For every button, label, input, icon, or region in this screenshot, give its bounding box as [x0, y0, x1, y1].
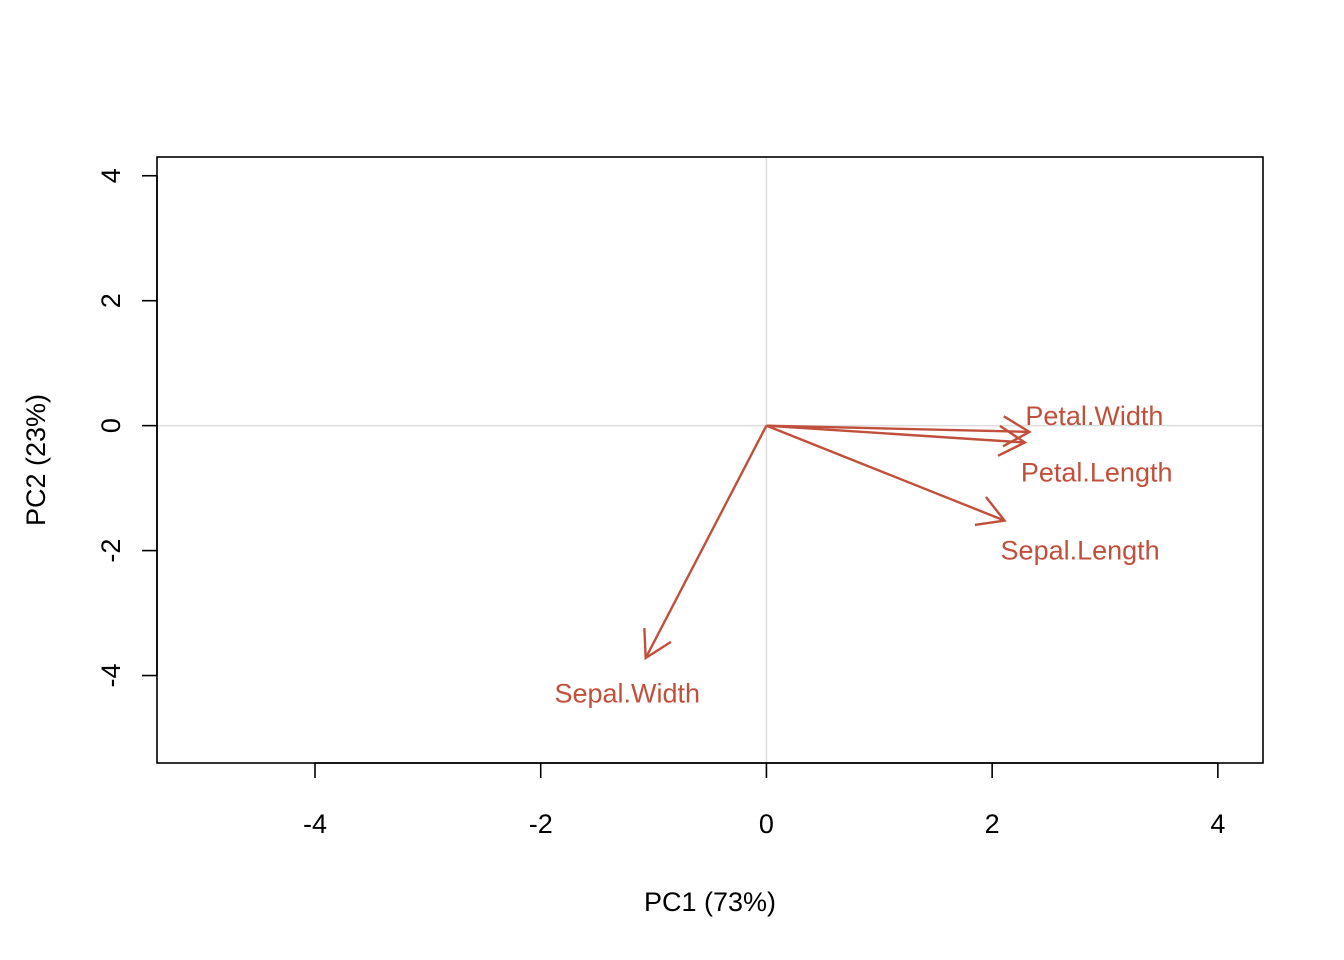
x-axis-title: PC1 (73%): [644, 887, 776, 917]
x-tick-label: 0: [759, 809, 774, 839]
loading-arrow: [643, 425, 768, 661]
y-axis-title: PC2 (23%): [21, 394, 51, 526]
arrow-head: [643, 628, 672, 661]
x-tick-label: -2: [529, 809, 553, 839]
y-tick-label: 4: [96, 168, 126, 183]
loading-arrow: [766, 424, 1028, 457]
x-tick-label: 4: [1210, 809, 1225, 839]
x-tick-label: 2: [985, 809, 1000, 839]
arrow-shaft: [644, 425, 768, 659]
variable-labels: Petal.Width Petal.Length Sepal.Length Sepal…: [554, 401, 1172, 709]
y-tick-label: -2: [96, 539, 126, 563]
arrow-head: [974, 496, 1007, 527]
y-tick-label: -4: [96, 664, 126, 688]
arrow-shaft: [766, 424, 1025, 444]
variable-label: Sepal.Length: [1001, 536, 1160, 566]
arrow-shaft: [765, 424, 1006, 522]
y-tick-label: 2: [96, 293, 126, 308]
loading-arrow: [765, 424, 1007, 527]
variable-label: Petal.Length: [1021, 458, 1173, 488]
arrow-head: [997, 424, 1028, 457]
loading-arrows: [643, 415, 1032, 661]
arrow-shaft: [766, 424, 1030, 434]
x-tick-label: -4: [303, 809, 327, 839]
variable-label: Sepal.Width: [554, 679, 700, 709]
x-axis: -4 -2 0 2 4: [303, 762, 1225, 839]
y-axis: -4 -2 0 2 4: [96, 168, 158, 688]
y-tick-label: 0: [96, 418, 126, 433]
variable-label: Petal.Width: [1025, 401, 1163, 431]
